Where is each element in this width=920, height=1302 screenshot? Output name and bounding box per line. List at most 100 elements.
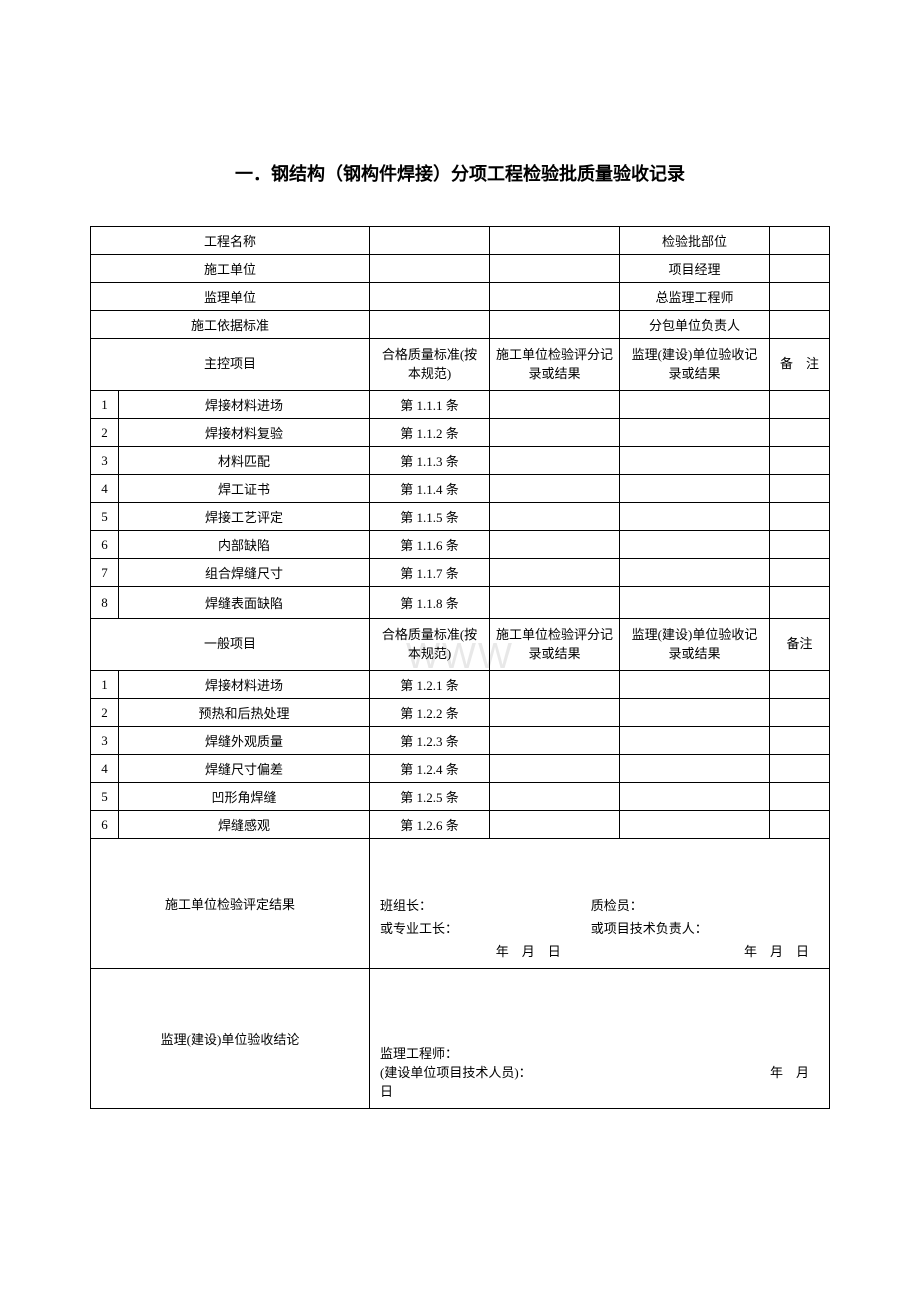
main-name-7: 组合焊缝尺寸 xyxy=(119,559,370,587)
general-row-4: 4 焊缝尺寸偏差 第 1.2.4 条 xyxy=(91,755,830,783)
general-name-3: 焊缝外观质量 xyxy=(119,727,370,755)
main-name-8: 焊缝表面缺陷 xyxy=(119,587,370,619)
value-blank-3 xyxy=(490,283,620,311)
main-row-1: 1 焊接材料进场 第 1.1.1 条 xyxy=(91,391,830,419)
value-blank-2 xyxy=(490,255,620,283)
col-general-construction: 施工单位检验评分记录或结果 xyxy=(490,619,620,671)
general-note-6 xyxy=(770,811,830,839)
sig-date-1: 年 月 日 xyxy=(380,941,591,960)
general-note-5 xyxy=(770,783,830,811)
main-std-5: 第 1.1.5 条 xyxy=(370,503,490,531)
main-note-5 xyxy=(770,503,830,531)
general-column-header: 一般项目 合格质量标准(按本规范) 施工单位检验评分记录或结果 监理(建设)单位… xyxy=(91,619,830,671)
main-sup-3 xyxy=(620,447,770,475)
main-num-7: 7 xyxy=(91,559,119,587)
general-sup-3 xyxy=(620,727,770,755)
value-project-manager xyxy=(770,255,830,283)
main-sup-8 xyxy=(620,587,770,619)
main-cons-2 xyxy=(490,419,620,447)
label-project-manager: 项目经理 xyxy=(620,255,770,283)
value-construction-standard xyxy=(370,311,490,339)
main-row-8: 8 焊缝表面缺陷 第 1.1.8 条 xyxy=(91,587,830,619)
general-std-6: 第 1.2.6 条 xyxy=(370,811,490,839)
col-main-note: 备 注 xyxy=(770,339,830,391)
main-num-8: 8 xyxy=(91,587,119,619)
main-cons-5 xyxy=(490,503,620,531)
main-std-3: 第 1.1.3 条 xyxy=(370,447,490,475)
general-note-4 xyxy=(770,755,830,783)
main-sup-4 xyxy=(620,475,770,503)
sig-sup-date: 年 月 xyxy=(770,1062,819,1081)
sig-sup-day: 日 xyxy=(380,1081,819,1100)
main-std-4: 第 1.1.4 条 xyxy=(370,475,490,503)
general-std-2: 第 1.2.2 条 xyxy=(370,699,490,727)
main-cons-4 xyxy=(490,475,620,503)
main-note-3 xyxy=(770,447,830,475)
page-title: 一．钢结构（钢构件焊接）分项工程检验批质量验收记录 xyxy=(90,160,830,186)
general-note-3 xyxy=(770,727,830,755)
general-note-2 xyxy=(770,699,830,727)
general-cons-1 xyxy=(490,671,620,699)
header-row-2: 施工单位 项目经理 xyxy=(91,255,830,283)
main-sup-1 xyxy=(620,391,770,419)
label-construction-standard: 施工依据标准 xyxy=(91,311,370,339)
sig-foreman: 或专业工长： xyxy=(380,918,591,937)
supervision-signature-label: 监理(建设)单位验收结论 xyxy=(91,969,370,1109)
general-cons-6 xyxy=(490,811,620,839)
col-main-standard: 合格质量标准(按本规范) xyxy=(370,339,490,391)
general-num-4: 4 xyxy=(91,755,119,783)
main-note-6 xyxy=(770,531,830,559)
label-subcontract-leader: 分包单位负责人 xyxy=(620,311,770,339)
main-cons-7 xyxy=(490,559,620,587)
label-supervision-unit: 监理单位 xyxy=(91,283,370,311)
main-cons-1 xyxy=(490,391,620,419)
main-cons-8 xyxy=(490,587,620,619)
inspection-table: 工程名称 检验批部位 施工单位 项目经理 监理单位 总监理工程师 施工依据标准 … xyxy=(90,226,830,1109)
main-num-4: 4 xyxy=(91,475,119,503)
sig-date-2: 年 月 日 xyxy=(591,941,819,960)
general-std-4: 第 1.2.4 条 xyxy=(370,755,490,783)
general-std-3: 第 1.2.3 条 xyxy=(370,727,490,755)
general-num-2: 2 xyxy=(91,699,119,727)
general-sup-6 xyxy=(620,811,770,839)
general-row-1: 1 焊接材料进场 第 1.2.1 条 xyxy=(91,671,830,699)
general-row-6: 6 焊缝感观 第 1.2.6 条 xyxy=(91,811,830,839)
value-subcontract-leader xyxy=(770,311,830,339)
general-row-3: 3 焊缝外观质量 第 1.2.3 条 xyxy=(91,727,830,755)
main-note-2 xyxy=(770,419,830,447)
main-name-4: 焊工证书 xyxy=(119,475,370,503)
main-note-4 xyxy=(770,475,830,503)
main-std-7: 第 1.1.7 条 xyxy=(370,559,490,587)
general-std-5: 第 1.2.5 条 xyxy=(370,783,490,811)
general-name-4: 焊缝尺寸偏差 xyxy=(119,755,370,783)
general-num-3: 3 xyxy=(91,727,119,755)
main-row-4: 4 焊工证书 第 1.1.4 条 xyxy=(91,475,830,503)
main-row-2: 2 焊接材料复验 第 1.1.2 条 xyxy=(91,419,830,447)
general-note-1 xyxy=(770,671,830,699)
value-project-name xyxy=(370,227,490,255)
general-name-6: 焊缝感观 xyxy=(119,811,370,839)
general-cons-3 xyxy=(490,727,620,755)
general-std-1: 第 1.2.1 条 xyxy=(370,671,490,699)
main-std-2: 第 1.1.2 条 xyxy=(370,419,490,447)
main-sup-7 xyxy=(620,559,770,587)
main-sup-2 xyxy=(620,419,770,447)
main-column-header: 主控项目 合格质量标准(按本规范) 施工单位检验评分记录或结果 监理(建设)单位… xyxy=(91,339,830,391)
label-batch-location: 检验批部位 xyxy=(620,227,770,255)
general-cons-2 xyxy=(490,699,620,727)
general-sup-4 xyxy=(620,755,770,783)
main-note-1 xyxy=(770,391,830,419)
general-name-1: 焊接材料进场 xyxy=(119,671,370,699)
sig-quality-inspector: 质检员： xyxy=(591,895,819,914)
label-chief-engineer: 总监理工程师 xyxy=(620,283,770,311)
general-sup-2 xyxy=(620,699,770,727)
main-note-7 xyxy=(770,559,830,587)
general-num-5: 5 xyxy=(91,783,119,811)
sig-tech-leader: 或项目技术负责人： xyxy=(591,918,819,937)
general-sup-1 xyxy=(620,671,770,699)
main-std-6: 第 1.1.6 条 xyxy=(370,531,490,559)
label-project-name: 工程名称 xyxy=(91,227,370,255)
sig-team-leader: 班组长： xyxy=(380,895,591,914)
general-num-1: 1 xyxy=(91,671,119,699)
header-row-1: 工程名称 检验批部位 xyxy=(91,227,830,255)
